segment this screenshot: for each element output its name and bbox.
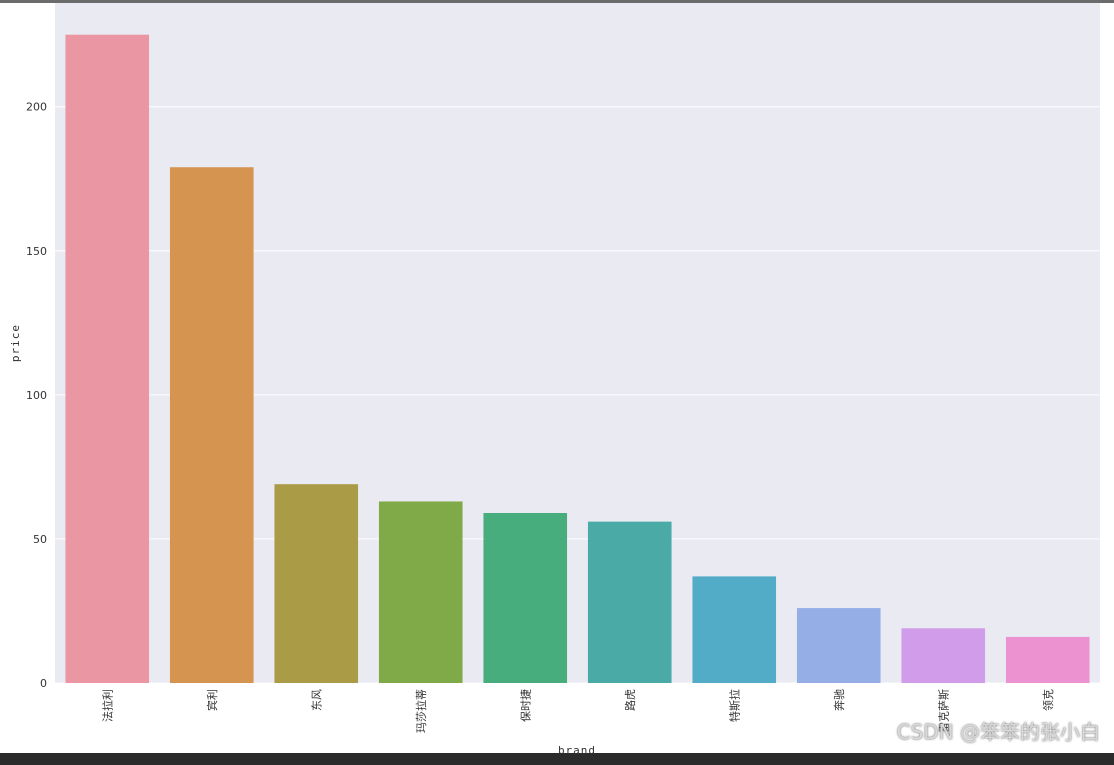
bar	[483, 513, 568, 683]
x-tick-label: 法拉利	[100, 689, 114, 722]
x-tick-label: 路虎	[624, 689, 637, 711]
y-axis-label: price	[9, 324, 22, 362]
y-tick-labels: 0 50 100 150 200	[26, 101, 47, 690]
bar	[1005, 636, 1090, 683]
bar	[692, 576, 777, 683]
watermark: CSDN @笨笨的张小白	[896, 720, 1100, 744]
bar	[378, 501, 463, 683]
y-tick-label: 100	[26, 389, 47, 402]
bar	[274, 484, 359, 683]
y-tick-label: 200	[26, 101, 47, 114]
x-tick-label: 雷克萨斯	[937, 689, 950, 733]
bar	[587, 521, 672, 683]
bars	[65, 34, 1090, 683]
x-tick-label: 特斯拉	[727, 689, 741, 722]
bar	[901, 628, 986, 683]
x-tick-label: 东风	[310, 689, 323, 711]
x-tick-label: 宾利	[205, 689, 219, 711]
bar	[796, 608, 881, 683]
x-tick-label: 保时捷	[518, 689, 532, 722]
bar	[169, 167, 254, 683]
bar	[65, 34, 150, 683]
x-tick-labels: 法拉利 宾利 东风 玛莎拉蒂 保时捷 路虎 特斯拉 奔驰 雷克萨斯 领克	[100, 689, 1055, 733]
x-tick-label: 领克	[1042, 689, 1055, 711]
x-tick-label: 玛莎拉蒂	[414, 689, 428, 733]
y-tick-label: 150	[26, 245, 47, 258]
x-tick-label: 奔驰	[832, 689, 846, 711]
y-tick-label: 0	[40, 677, 47, 690]
x-axis-label: brand	[558, 744, 596, 757]
y-tick-label: 50	[33, 533, 47, 546]
bar-chart: 0 50 100 150 200 法拉利 宾利 东风 玛莎拉蒂 保时捷 路虎 特斯拉 奔驰 雷克萨斯 领克…	[9, 3, 1100, 757]
